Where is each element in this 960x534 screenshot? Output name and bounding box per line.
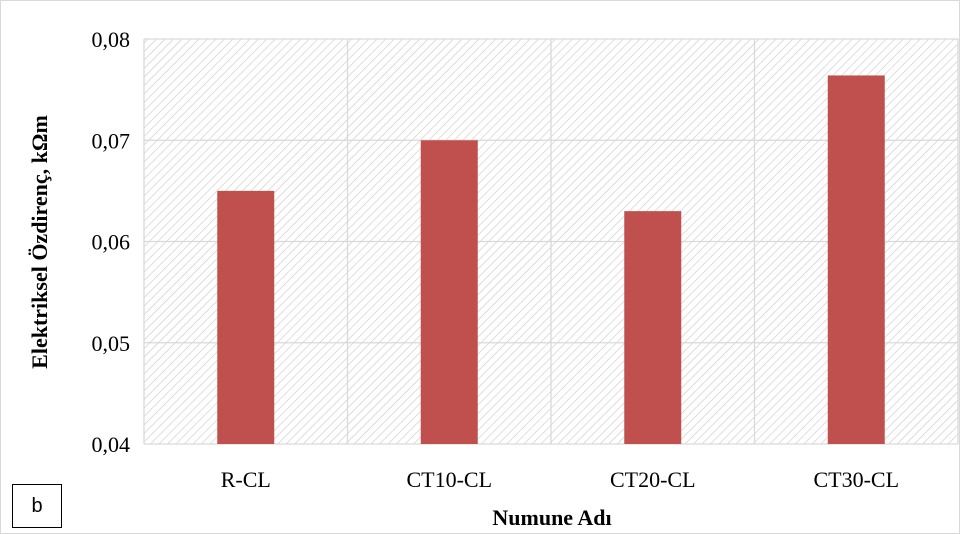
x-axis-title: Numune Adı <box>492 505 611 530</box>
x-tick-label: CT30-CL <box>813 467 899 492</box>
bar-r-cl <box>217 190 275 444</box>
y-tick-labels: 0,04 0,05 0,06 0,07 0,08 <box>92 27 131 457</box>
panel-label: b <box>12 484 62 528</box>
x-tick-label: R-CL <box>221 467 271 492</box>
bar-ct30-cl <box>827 75 885 444</box>
y-tick-label: 0,07 <box>92 128 131 153</box>
y-axis-title: Elektriksel Özdirenç, kΩm <box>27 115 52 369</box>
x-tick-label: CT10-CL <box>406 467 492 492</box>
gridlines <box>143 38 959 445</box>
y-tick-label: 0,08 <box>92 27 131 52</box>
bars <box>217 75 885 444</box>
x-tick-labels: R-CL CT10-CL CT20-CL CT30-CL <box>221 467 899 492</box>
y-tick-label: 0,05 <box>92 331 131 356</box>
bar-ct20-cl <box>624 211 682 444</box>
y-tick-label: 0,04 <box>92 432 131 457</box>
x-tick-label: CT20-CL <box>610 467 696 492</box>
y-tick-label: 0,06 <box>92 230 131 255</box>
bar-ct10-cl <box>420 140 478 444</box>
